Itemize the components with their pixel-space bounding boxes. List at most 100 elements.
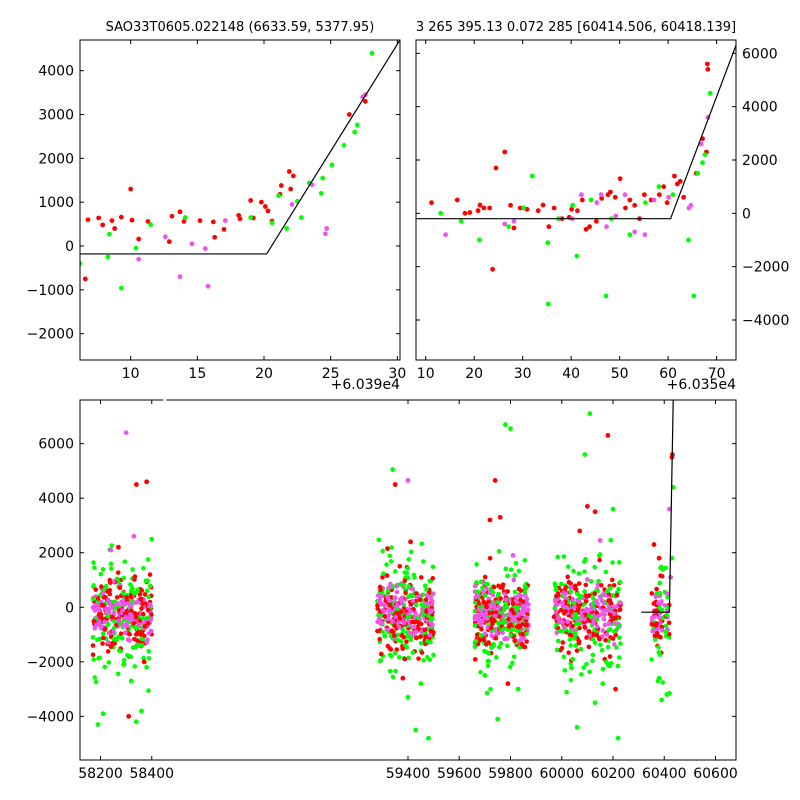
- data-point: [472, 613, 478, 619]
- data-point: [664, 200, 670, 206]
- data-point: [563, 596, 568, 601]
- data-point: [545, 301, 551, 307]
- data-point: [627, 232, 633, 238]
- data-point: [505, 589, 510, 594]
- data-point: [97, 623, 103, 628]
- plot-frame: [79, 39, 401, 361]
- data-point: [117, 585, 123, 591]
- data-point: [472, 600, 478, 605]
- data-point: [652, 637, 658, 642]
- data-point: [100, 641, 105, 646]
- data-point: [202, 246, 208, 252]
- data-point: [110, 629, 116, 635]
- data-point: [472, 657, 478, 662]
- data-point: [481, 590, 486, 595]
- data-point: [475, 208, 481, 214]
- y-tick-label: 4000: [742, 100, 778, 116]
- data-point: [376, 612, 381, 618]
- data-point: [426, 613, 431, 619]
- data-point: [551, 205, 557, 211]
- data-point: [484, 586, 489, 591]
- data-point: [139, 606, 144, 611]
- data-point: [623, 205, 628, 211]
- data-point: [610, 593, 616, 598]
- data-point: [577, 625, 582, 631]
- data-point: [413, 727, 419, 733]
- data-point: [106, 231, 112, 237]
- data-point: [569, 665, 574, 671]
- data-point: [617, 176, 623, 182]
- data-point: [102, 626, 108, 632]
- data-point: [418, 575, 424, 580]
- data-point: [517, 205, 523, 211]
- data-point: [284, 226, 290, 231]
- data-point: [406, 557, 412, 562]
- data-point: [405, 615, 410, 621]
- data-point: [487, 517, 493, 523]
- data-point: [610, 560, 615, 565]
- data-point: [656, 184, 662, 190]
- data-point: [490, 592, 496, 598]
- data-point: [563, 608, 568, 614]
- data-point: [132, 610, 138, 616]
- data-point: [561, 624, 567, 630]
- data-point: [127, 611, 133, 617]
- data-point: [482, 574, 488, 580]
- data-point: [145, 588, 150, 593]
- data-point: [143, 578, 149, 584]
- data-point: [380, 548, 386, 554]
- data-point: [562, 668, 568, 673]
- data-point: [109, 605, 115, 611]
- data-point: [395, 606, 400, 612]
- data-point: [498, 596, 503, 601]
- data-point: [134, 638, 140, 643]
- data-point: [664, 612, 670, 618]
- data-point: [93, 679, 99, 685]
- data-point: [375, 619, 380, 625]
- data-point: [517, 638, 523, 643]
- data-point: [553, 598, 558, 604]
- data-point: [105, 613, 111, 619]
- data-point: [565, 574, 570, 580]
- data-point: [664, 591, 670, 596]
- data-point: [393, 668, 398, 674]
- data-point: [427, 633, 433, 638]
- data-point: [399, 595, 405, 601]
- y-tick-label: −4000: [27, 709, 74, 725]
- data-point: [130, 567, 135, 572]
- data-point: [381, 571, 386, 576]
- data-point: [613, 632, 618, 638]
- data-point: [479, 626, 484, 632]
- data-point: [615, 663, 621, 669]
- data-point: [411, 632, 416, 638]
- y-tick-label: 0: [65, 600, 74, 616]
- data-point: [483, 581, 489, 587]
- data-point: [485, 625, 491, 630]
- data-point: [650, 628, 655, 634]
- data-point: [571, 604, 577, 610]
- data-point: [112, 619, 117, 624]
- data-point: [659, 607, 665, 613]
- data-point: [133, 482, 139, 487]
- data-point: [419, 541, 425, 547]
- data-point: [400, 675, 406, 681]
- data-point: [574, 621, 579, 627]
- data-point: [120, 590, 126, 596]
- data-point: [508, 632, 513, 638]
- data-point: [489, 625, 494, 631]
- data-point: [133, 245, 139, 251]
- data-point: [318, 191, 324, 196]
- data-point: [487, 603, 493, 608]
- data-point: [520, 642, 525, 648]
- data-point: [125, 652, 130, 658]
- data-point: [414, 591, 419, 596]
- data-point: [424, 593, 430, 598]
- data-point: [169, 213, 175, 219]
- data-point: [656, 615, 662, 620]
- data-point: [474, 562, 479, 567]
- data-point: [568, 643, 574, 648]
- data-point: [657, 580, 663, 586]
- data-point: [587, 411, 593, 417]
- data-point: [656, 634, 661, 639]
- x-tick-label: 40: [562, 366, 580, 382]
